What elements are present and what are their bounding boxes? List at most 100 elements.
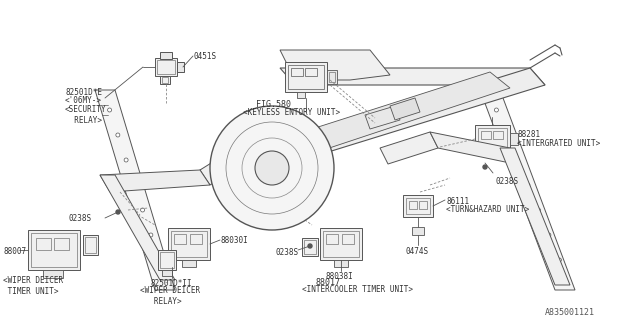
- Bar: [157, 60, 175, 74]
- Bar: [329, 72, 335, 82]
- Bar: [36, 238, 51, 250]
- Bar: [177, 62, 184, 72]
- Circle shape: [526, 183, 530, 187]
- Text: <TURN&HAZARD UNIT>: <TURN&HAZARD UNIT>: [446, 205, 529, 214]
- Bar: [43, 270, 63, 278]
- Bar: [160, 252, 174, 268]
- Polygon shape: [500, 148, 570, 285]
- Bar: [406, 198, 430, 214]
- Circle shape: [116, 133, 120, 137]
- Bar: [510, 133, 518, 145]
- Text: A835001121: A835001121: [545, 308, 595, 317]
- Circle shape: [536, 208, 540, 212]
- Bar: [419, 201, 427, 209]
- Polygon shape: [390, 98, 420, 120]
- Bar: [83, 235, 98, 255]
- Polygon shape: [215, 72, 510, 175]
- Bar: [155, 58, 177, 76]
- Polygon shape: [95, 90, 175, 290]
- Circle shape: [505, 133, 509, 137]
- Circle shape: [255, 151, 289, 185]
- Bar: [305, 68, 317, 76]
- Bar: [291, 68, 303, 76]
- Bar: [171, 231, 207, 257]
- Polygon shape: [200, 68, 545, 187]
- Bar: [302, 238, 318, 256]
- Text: <'06MY->: <'06MY->: [65, 96, 102, 105]
- Polygon shape: [280, 50, 390, 80]
- Circle shape: [108, 108, 111, 112]
- Bar: [160, 76, 170, 84]
- Bar: [85, 237, 96, 253]
- Text: 88017: 88017: [316, 278, 340, 287]
- Polygon shape: [365, 106, 400, 129]
- Bar: [168, 228, 210, 260]
- Text: 0451S: 0451S: [193, 52, 216, 61]
- Text: 82501D*II: 82501D*II: [150, 279, 191, 288]
- Bar: [334, 260, 348, 267]
- Circle shape: [132, 183, 136, 187]
- Circle shape: [149, 233, 153, 237]
- Text: <SECURITY
  RELAY>: <SECURITY RELAY>: [65, 105, 107, 125]
- Circle shape: [557, 258, 561, 262]
- Bar: [288, 65, 324, 89]
- Polygon shape: [100, 170, 210, 192]
- Polygon shape: [380, 132, 438, 164]
- Polygon shape: [480, 90, 575, 290]
- Bar: [409, 201, 417, 209]
- Bar: [285, 62, 327, 92]
- Text: 0474S: 0474S: [405, 247, 428, 256]
- Bar: [475, 125, 510, 153]
- Circle shape: [483, 165, 487, 169]
- Text: 0238S: 0238S: [495, 177, 518, 186]
- Text: 88007: 88007: [3, 247, 26, 256]
- Text: 88038I: 88038I: [325, 272, 353, 281]
- Circle shape: [515, 158, 520, 162]
- Polygon shape: [280, 68, 545, 85]
- Polygon shape: [430, 132, 510, 163]
- Text: <INTERCOOLER TIMER UNIT>: <INTERCOOLER TIMER UNIT>: [302, 285, 413, 294]
- Bar: [320, 228, 362, 260]
- Polygon shape: [200, 145, 250, 185]
- Text: <WIPER DEICER
   RELAY>: <WIPER DEICER RELAY>: [140, 286, 200, 306]
- Text: 82501D*E: 82501D*E: [65, 88, 102, 97]
- Bar: [158, 250, 176, 270]
- Bar: [160, 52, 172, 59]
- Bar: [31, 233, 77, 267]
- Circle shape: [210, 106, 334, 230]
- Bar: [174, 234, 186, 244]
- Bar: [28, 230, 80, 270]
- Bar: [342, 234, 354, 244]
- Bar: [190, 234, 202, 244]
- Circle shape: [547, 233, 551, 237]
- Bar: [326, 234, 338, 244]
- Text: <KEYLESS ENTORY UNIT>: <KEYLESS ENTORY UNIT>: [243, 108, 340, 117]
- Text: <INTERGRATED UNIT>: <INTERGRATED UNIT>: [517, 139, 600, 148]
- Text: 86111: 86111: [446, 197, 469, 206]
- Bar: [54, 238, 69, 250]
- Circle shape: [308, 244, 312, 248]
- Text: 0238S: 0238S: [275, 248, 298, 257]
- Text: FIG.580: FIG.580: [255, 100, 291, 109]
- Bar: [493, 131, 503, 139]
- Bar: [182, 260, 196, 267]
- Bar: [478, 128, 507, 150]
- Bar: [162, 77, 168, 83]
- Bar: [412, 227, 424, 235]
- Text: 88030I: 88030I: [220, 236, 248, 245]
- Text: <WIPER DEICER
 TIMER UNIT>: <WIPER DEICER TIMER UNIT>: [3, 276, 63, 296]
- Circle shape: [495, 108, 499, 112]
- Circle shape: [116, 210, 120, 214]
- Text: 0238S: 0238S: [68, 214, 91, 223]
- Bar: [304, 240, 316, 254]
- Bar: [297, 92, 305, 98]
- Circle shape: [141, 208, 145, 212]
- Circle shape: [157, 258, 161, 262]
- Bar: [481, 131, 491, 139]
- Text: 88281: 88281: [517, 130, 540, 139]
- Bar: [403, 195, 433, 217]
- Circle shape: [124, 158, 128, 162]
- Bar: [162, 270, 172, 276]
- Polygon shape: [100, 175, 175, 280]
- Bar: [323, 231, 359, 257]
